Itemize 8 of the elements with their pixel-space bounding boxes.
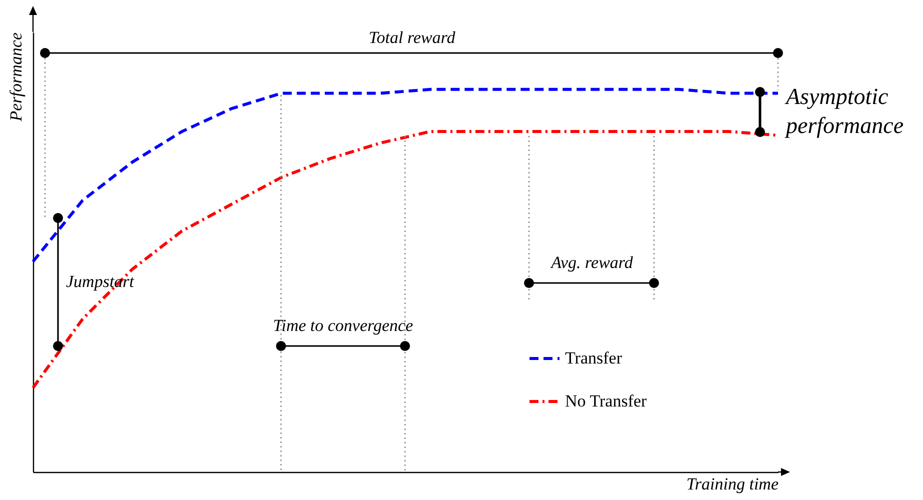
annotation: Avg. reward	[551, 253, 633, 273]
x-axis-title: Training time	[686, 474, 779, 494]
annotation: Time to convergence	[272, 316, 414, 336]
y-axis-title: Performance	[6, 32, 26, 122]
text: Asymptotic performance	[786, 83, 905, 140]
legend-label: Transfer	[565, 348, 622, 368]
text: Total reward	[368, 28, 456, 48]
legend-label: No Transfer	[565, 392, 648, 410]
